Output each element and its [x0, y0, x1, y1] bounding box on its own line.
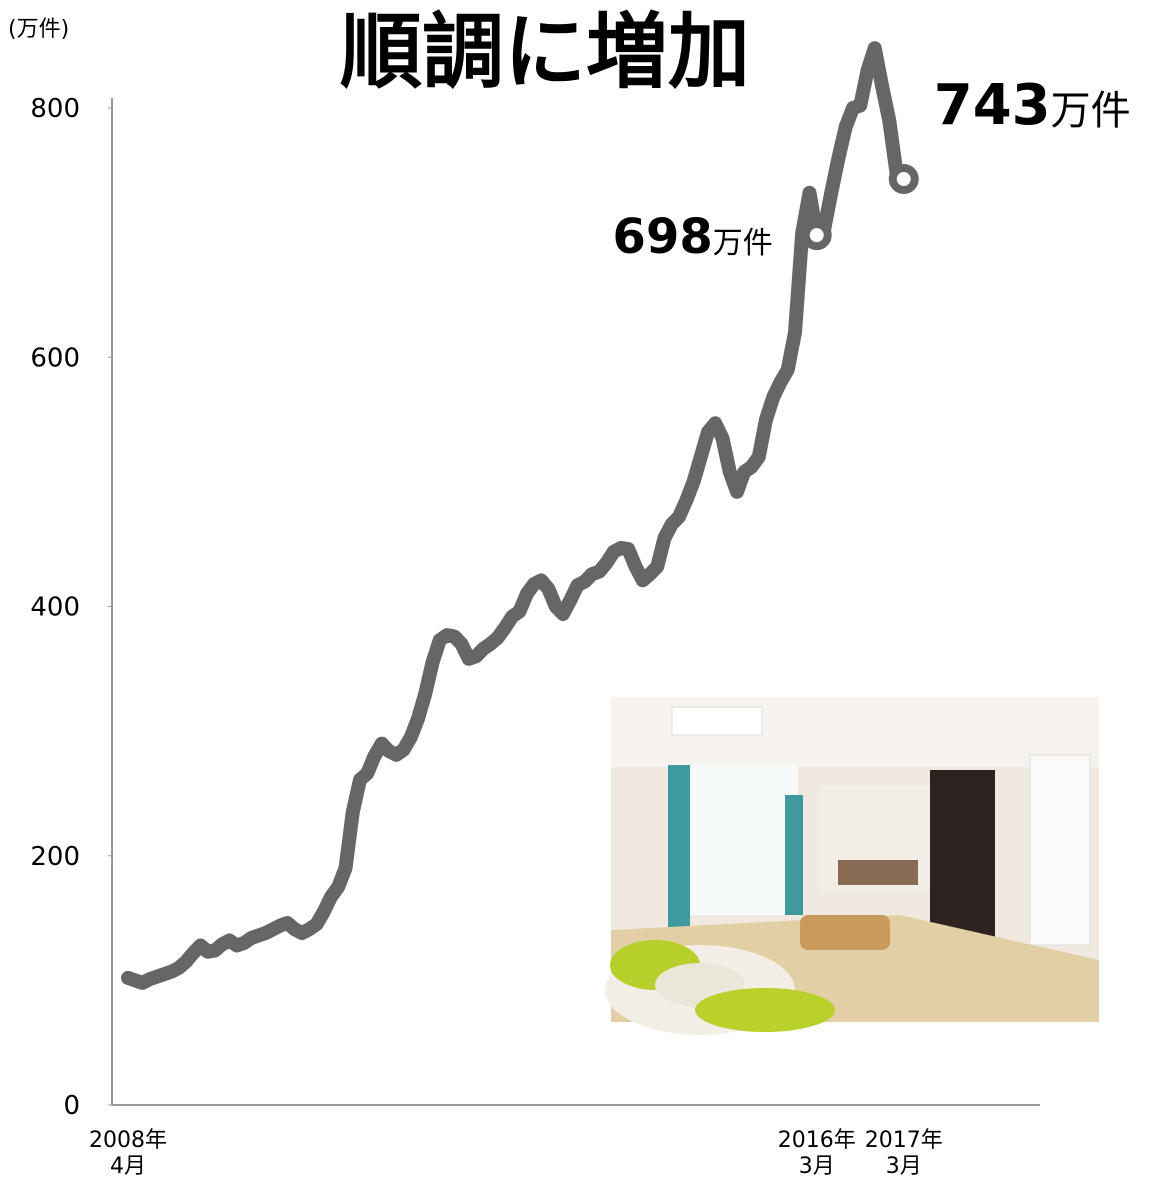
chart-title: 順調に増加	[340, 5, 750, 100]
y-tick-label: 0	[63, 1091, 80, 1121]
y-tick-label: 600	[30, 343, 80, 373]
y-axis-label: (万件)	[8, 17, 69, 42]
line	[121, 41, 911, 990]
point-marker	[801, 220, 832, 251]
value-label: 743万件	[934, 73, 1131, 138]
value-label: 698万件	[613, 209, 773, 265]
x-tick-label: 2008年 4月	[89, 1128, 167, 1179]
x-tick-label: 2016年 3月	[777, 1128, 856, 1179]
point-marker	[888, 164, 919, 195]
y-tick-label: 800	[30, 94, 80, 124]
x-tick-label: 2017年 3月	[864, 1128, 943, 1179]
y-tick-label: 400	[30, 593, 80, 623]
y-tick-label: 200	[30, 842, 80, 872]
photo	[605, 697, 1099, 1035]
